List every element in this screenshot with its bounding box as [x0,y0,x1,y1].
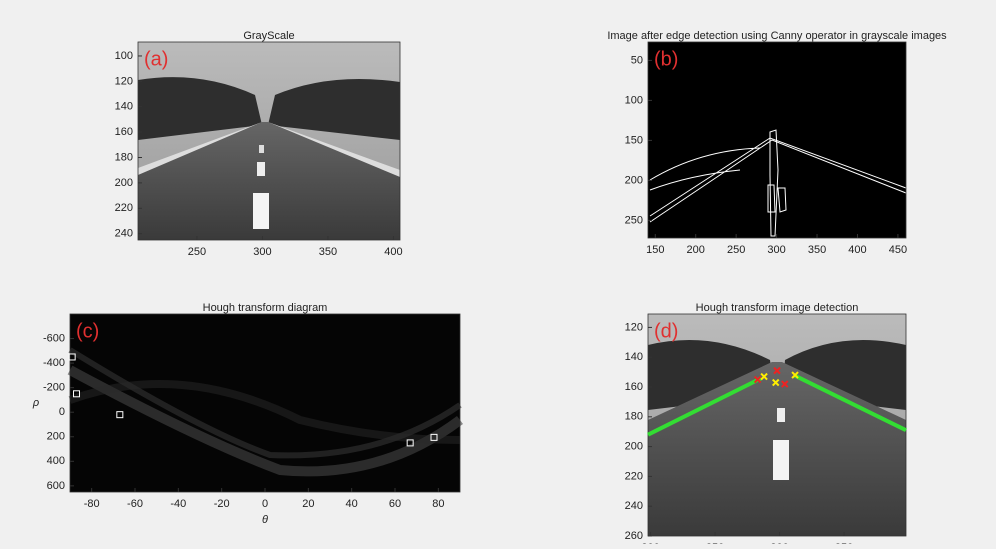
x-axis-label: θ [262,514,268,526]
image-d [648,314,906,536]
x-tick-label: 200 [687,244,705,256]
panel-label: (c) [76,320,99,342]
x-tick-label: 20 [302,498,314,510]
x-tick-label: -20 [214,498,230,510]
x-tick-label: 400 [384,246,402,258]
y-tick-label: 180 [625,411,643,423]
x-tick-label: -80 [84,498,100,510]
y-tick-label: -400 [43,357,65,369]
panel-label: (a) [144,48,168,70]
y-tick-label: 400 [47,455,65,467]
y-tick-label: 150 [625,134,643,146]
axes-title: Hough transform diagram [203,302,328,314]
x-tick-label: 300 [767,244,785,256]
y-tick-label: -600 [43,332,65,344]
y-tick-label: 100 [115,50,133,62]
y-tick-label: 250 [625,214,643,226]
y-tick-label: 200 [625,441,643,453]
axes-title: Image after edge detection using Canny o… [607,30,947,42]
y-tick-label: 50 [631,54,643,66]
y-tick-label: 200 [47,431,65,443]
x-tick-label: 400 [848,244,866,256]
x-tick-label: 350 [808,244,826,256]
y-tick-label: 140 [625,351,643,363]
y-tick-label: 100 [625,94,643,106]
axes-title: Hough transform image detection [696,302,859,314]
y-tick-label: 160 [625,381,643,393]
y-tick-label: 160 [115,126,133,138]
y-tick-label: 120 [625,321,643,333]
figure: GrayScale(a)2503003504001001201401601802… [0,0,996,544]
y-tick-label: 140 [115,101,133,113]
y-tick-label: 240 [625,500,643,512]
x-tick-label: 450 [889,244,907,256]
y-tick-label: 220 [115,202,133,214]
x-tick-label: 250 [188,246,206,258]
y-tick-label: 220 [625,470,643,482]
y-axis-label: ρ [32,397,39,409]
x-tick-label: 0 [262,498,268,510]
x-tick-label: 40 [346,498,358,510]
y-tick-label: 260 [625,530,643,542]
x-tick-label: 250 [727,244,745,256]
image-a [138,42,400,240]
x-tick-label: 300 [253,246,271,258]
y-tick-label: 200 [115,177,133,189]
image-b [648,42,906,238]
x-tick-label: 80 [432,498,444,510]
panel-label: (b) [654,48,678,70]
x-tick-label: 60 [389,498,401,510]
x-tick-label: 350 [319,246,337,258]
y-tick-label: 240 [115,228,133,240]
x-tick-label: -60 [127,498,143,510]
axes-title: GrayScale [243,30,294,42]
y-tick-label: 600 [47,480,65,492]
x-tick-label: -40 [170,498,186,510]
y-tick-label: 200 [625,174,643,186]
panel-label: (d) [654,320,678,342]
y-tick-label: 180 [115,151,133,163]
y-tick-label: 120 [115,75,133,87]
y-tick-label: -200 [43,382,65,394]
image-c [70,314,460,492]
x-tick-label: 150 [646,244,664,256]
y-tick-label: 0 [59,406,65,418]
